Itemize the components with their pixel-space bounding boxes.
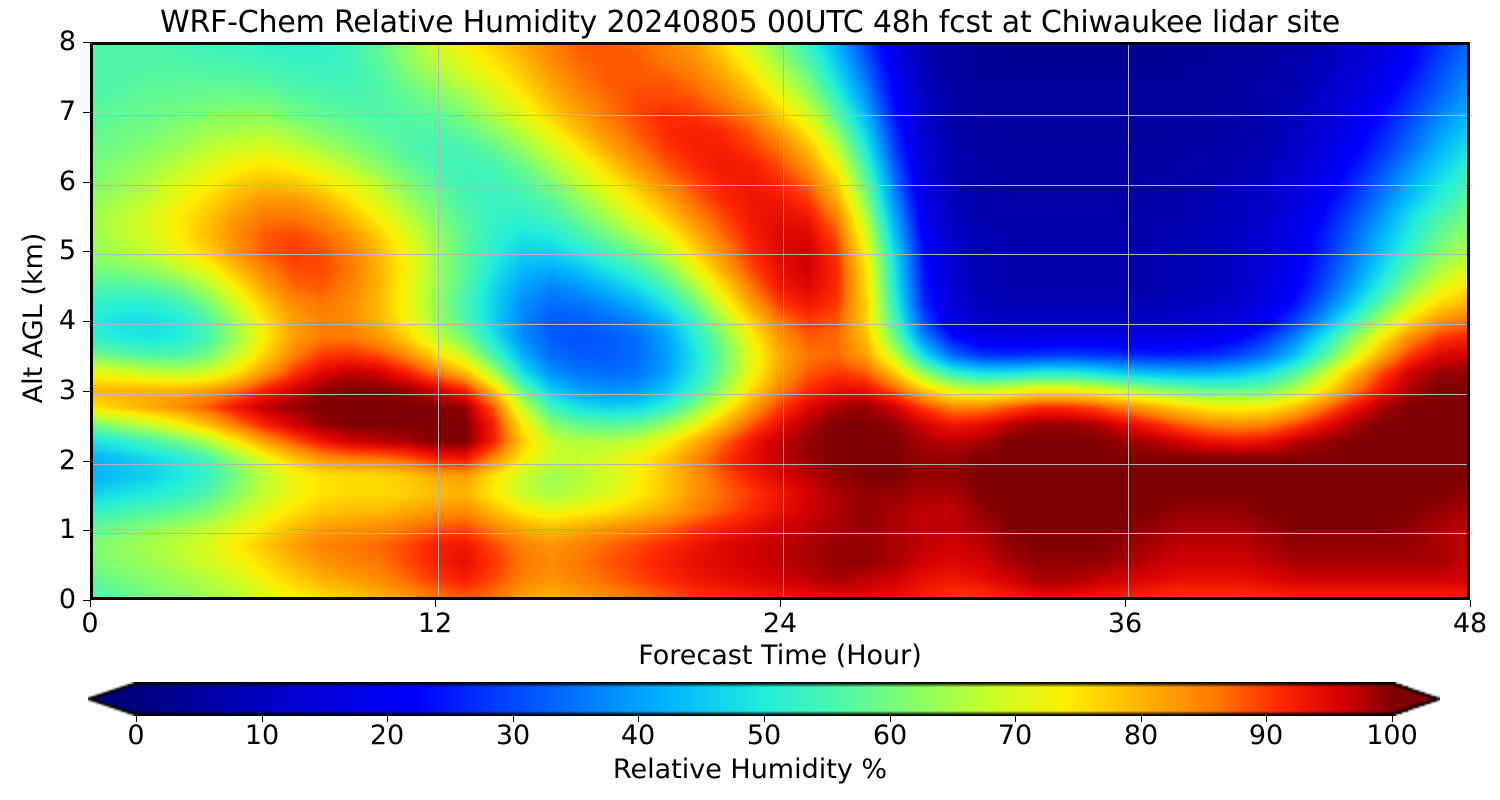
y-tick-mark bbox=[83, 251, 90, 252]
y-tick-mark bbox=[83, 182, 90, 183]
x-tick-mark bbox=[90, 600, 91, 607]
colorbar-tick-mark bbox=[1141, 716, 1142, 722]
y-tick-mark bbox=[83, 391, 90, 392]
colorbar-tick-mark bbox=[890, 716, 891, 722]
colorbar-tick-label: 100 bbox=[1366, 720, 1418, 751]
x-tick-label: 36 bbox=[1107, 608, 1143, 639]
y-axis-label: Alt AGL (km) bbox=[18, 232, 49, 404]
colorbar-tick-mark bbox=[513, 716, 514, 722]
colorbar-tick-label: 50 bbox=[746, 720, 782, 751]
y-tick-label: 4 bbox=[58, 305, 76, 336]
page-title: WRF-Chem Relative Humidity 20240805 00UT… bbox=[160, 5, 1340, 40]
x-tick-mark bbox=[1125, 600, 1126, 607]
colorbar-tick-mark bbox=[638, 716, 639, 722]
colorbar-tick-label: 70 bbox=[997, 720, 1033, 751]
colorbar-tick-label: 20 bbox=[369, 720, 405, 751]
x-tick-label: 12 bbox=[417, 608, 453, 639]
x-tick-label: 0 bbox=[81, 608, 99, 639]
colorbar-gradient bbox=[88, 682, 1440, 716]
y-tick-label: 7 bbox=[58, 96, 76, 127]
colorbar-tick-mark bbox=[1015, 716, 1016, 722]
x-axis-label: Forecast Time (Hour) bbox=[638, 640, 922, 671]
y-tick-label: 6 bbox=[58, 166, 76, 197]
colorbar-tick-mark bbox=[387, 716, 388, 722]
y-tick-label: 0 bbox=[58, 584, 76, 615]
y-tick-mark bbox=[83, 42, 90, 43]
colorbar-tick-mark bbox=[1392, 716, 1393, 722]
colorbar-tick-label: 80 bbox=[1123, 720, 1159, 751]
heatmap-plot-area bbox=[90, 42, 1470, 600]
y-tick-label: 3 bbox=[58, 375, 76, 406]
y-tick-mark bbox=[83, 600, 90, 601]
y-tick-label: 5 bbox=[58, 235, 76, 266]
y-tick-label: 2 bbox=[58, 445, 76, 476]
colorbar-tick-label: 10 bbox=[244, 720, 280, 751]
y-tick-mark bbox=[83, 461, 90, 462]
colorbar-tick-label: 60 bbox=[872, 720, 908, 751]
colorbar-tick-mark bbox=[136, 716, 137, 722]
x-tick-mark bbox=[1470, 600, 1471, 607]
colorbar-tick-mark bbox=[1266, 716, 1267, 722]
colorbar-tick-label: 0 bbox=[127, 720, 145, 751]
colorbar-tick-label: 30 bbox=[495, 720, 531, 751]
x-tick-label: 24 bbox=[762, 608, 798, 639]
colorbar bbox=[88, 682, 1440, 716]
x-tick-mark bbox=[780, 600, 781, 607]
colorbar-tick-mark bbox=[262, 716, 263, 722]
y-tick-mark bbox=[83, 530, 90, 531]
x-tick-label: 48 bbox=[1452, 608, 1488, 639]
colorbar-label: Relative Humidity % bbox=[612, 754, 888, 785]
x-tick-mark bbox=[435, 600, 436, 607]
y-tick-label: 8 bbox=[58, 26, 76, 57]
colorbar-tick-label: 40 bbox=[620, 720, 656, 751]
y-tick-label: 1 bbox=[58, 514, 76, 545]
relative-humidity-heatmap bbox=[93, 45, 1467, 597]
y-tick-mark bbox=[83, 321, 90, 322]
colorbar-tick-mark bbox=[764, 716, 765, 722]
colorbar-tick-label: 90 bbox=[1248, 720, 1284, 751]
y-tick-mark bbox=[83, 112, 90, 113]
